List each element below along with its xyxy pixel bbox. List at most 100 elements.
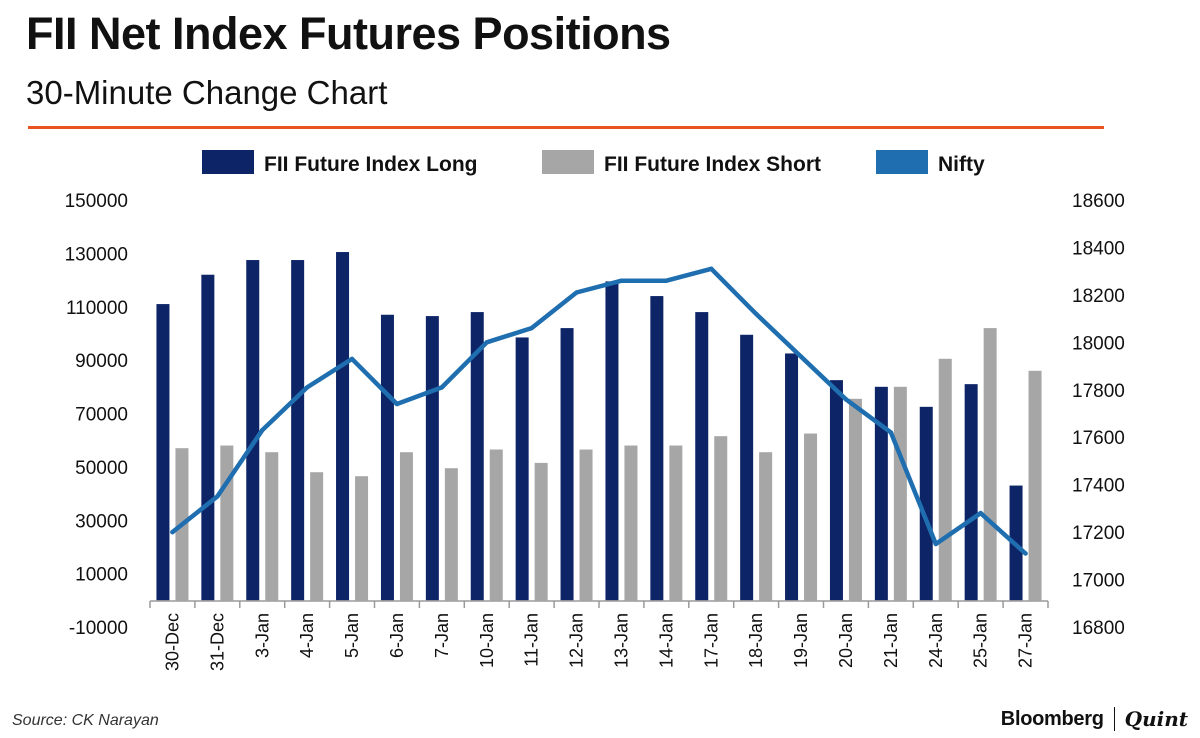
nifty-point-13-Jan — [619, 278, 624, 283]
y-left-tick-label: 130000 — [65, 244, 128, 265]
nifty-point-21-Jan — [888, 430, 894, 435]
legend: FII Future Index Long FII Future Index Sh… — [202, 150, 985, 176]
y-left-tick-label: 110000 — [66, 298, 128, 319]
y-left-tick-label: 30000 — [75, 511, 128, 532]
logo-divider — [1113, 707, 1115, 731]
bar-long-4-Jan — [291, 260, 305, 601]
x-tick-label: 5-Jan — [342, 613, 362, 658]
nifty-point-31-Dec — [215, 494, 220, 499]
bar-long-14-Jan — [650, 296, 664, 601]
y-right-tick-label: 17400 — [1072, 476, 1125, 497]
bar-long-6-Jan — [380, 314, 394, 601]
y-right-tick-label: 17200 — [1072, 523, 1125, 544]
x-tick-label: 21-Jan — [881, 613, 901, 668]
bar-short-10-Jan — [489, 449, 503, 601]
nifty-point-30-Dec — [170, 529, 175, 535]
bar-long-21-Jan — [874, 386, 888, 601]
nifty-point-20-Jan — [843, 397, 849, 402]
nifty-point-11-Jan — [529, 325, 534, 331]
x-tick-label: 4-Jan — [297, 613, 317, 658]
x-tick-label: 10-Jan — [477, 613, 497, 668]
y-right-tick-label: 18400 — [1072, 238, 1125, 259]
logo-bloomberg: Bloomberg — [1000, 707, 1104, 730]
bar-long-18-Jan — [740, 334, 754, 601]
bar-short-12-Jan — [579, 449, 593, 601]
x-tick-label: 18-Jan — [746, 613, 766, 668]
y-right-tick-label: 18000 — [1072, 333, 1125, 354]
bar-long-20-Jan — [829, 380, 843, 601]
nifty-point-7-Jan — [439, 385, 445, 390]
x-tick-label: 13-Jan — [611, 613, 631, 668]
y-left-tick-label: 90000 — [75, 351, 128, 372]
y-right-tick-label: 18200 — [1072, 286, 1125, 307]
nifty-point-12-Jan — [574, 290, 579, 295]
bar-short-31-Dec — [220, 445, 234, 601]
bar-short-13-Jan — [624, 445, 638, 601]
bar-short-27-Jan — [1028, 370, 1042, 601]
y-axis-right: 18600 18400 18200 18000 17800 17600 17400 17200… — [1072, 191, 1125, 639]
bar-long-5-Jan — [336, 252, 350, 601]
x-tick-label: 17-Jan — [701, 613, 721, 668]
bar-short-14-Jan — [669, 445, 683, 601]
y-axis-left: 150000 130000 110000 90000 70000 50000 30000 10… — [65, 191, 128, 639]
y-left-tick-label: 70000 — [75, 405, 128, 426]
y-right-tick-label: 17600 — [1072, 428, 1125, 449]
x-tick-label: 12-Jan — [567, 613, 587, 668]
bar-long-12-Jan — [560, 328, 574, 601]
bar-short-18-Jan — [759, 452, 773, 601]
bar-short-6-Jan — [399, 452, 413, 601]
bar-short-21-Jan — [893, 386, 907, 601]
nifty-point-27-Jan — [1023, 551, 1028, 556]
bar-long-25-Jan — [964, 384, 978, 601]
x-tick-label: 14-Jan — [656, 613, 676, 668]
nifty-point-25-Jan — [978, 510, 983, 516]
x-tick-label: 31-Dec — [207, 613, 227, 671]
nifty-point-6-Jan — [394, 401, 400, 407]
bar-series — [156, 252, 1042, 601]
bar-short-25-Jan — [983, 328, 997, 601]
x-tick-label: 11-Jan — [522, 613, 542, 667]
publisher-logo: Bloomberg Quint — [1001, 705, 1188, 733]
source-note: Source: CK Narayan — [12, 712, 159, 729]
x-tick-label: 6-Jan — [387, 613, 407, 658]
legend-label-3: Nifty — [938, 153, 985, 176]
y-left-tick-label: 10000 — [75, 565, 128, 586]
bar-long-7-Jan — [425, 316, 439, 601]
bar-short-3-Jan — [265, 452, 279, 601]
bar-short-24-Jan — [938, 358, 952, 601]
bar-long-30-Dec — [156, 304, 170, 601]
legend-swatch-3 — [876, 150, 928, 174]
chart-title: FII Net Index Futures Positions — [26, 8, 671, 59]
nifty-point-19-Jan — [798, 354, 804, 359]
legend-swatch-1 — [202, 150, 254, 174]
y-right-tick-label: 17800 — [1072, 381, 1125, 402]
x-axis: 30-Dec 31-Dec 3-Jan 4-Jan 5-Jan 6-Jan 7-Jan 10-… — [149, 600, 1049, 671]
nifty-point-5-Jan — [349, 356, 355, 362]
bar-short-5-Jan — [355, 476, 369, 601]
bar-long-13-Jan — [605, 281, 619, 601]
y-right-tick-label: 17000 — [1072, 571, 1125, 592]
bar-short-11-Jan — [534, 462, 548, 601]
nifty-point-4-Jan — [304, 385, 310, 390]
nifty-point-17-Jan — [709, 266, 714, 271]
y-right-tick-label: 18600 — [1072, 191, 1125, 212]
y-left-tick-label: 50000 — [75, 458, 128, 479]
bar-short-19-Jan — [804, 433, 818, 601]
bar-long-10-Jan — [470, 312, 484, 601]
bar-short-7-Jan — [444, 468, 458, 601]
nifty-line-series — [170, 266, 1028, 556]
y-right-tick-label: 16800 — [1072, 618, 1125, 639]
legend-swatch-2 — [542, 150, 594, 174]
x-tick-label: 30-Dec — [162, 613, 182, 671]
bar-short-17-Jan — [714, 436, 728, 601]
chart-area: FII Future Index Long FII Future Index Sh… — [65, 150, 1125, 671]
x-tick-label: 19-Jan — [791, 613, 811, 668]
x-tick-label: 27-Jan — [1016, 613, 1036, 668]
bar-short-4-Jan — [310, 472, 324, 601]
legend-label-2: FII Future Index Short — [604, 153, 821, 176]
nifty-point-24-Jan — [933, 541, 938, 547]
nifty-line — [170, 266, 1028, 556]
nifty-point-18-Jan — [753, 311, 759, 317]
bar-long-3-Jan — [246, 260, 260, 601]
x-tick-label: 25-Jan — [971, 613, 991, 668]
